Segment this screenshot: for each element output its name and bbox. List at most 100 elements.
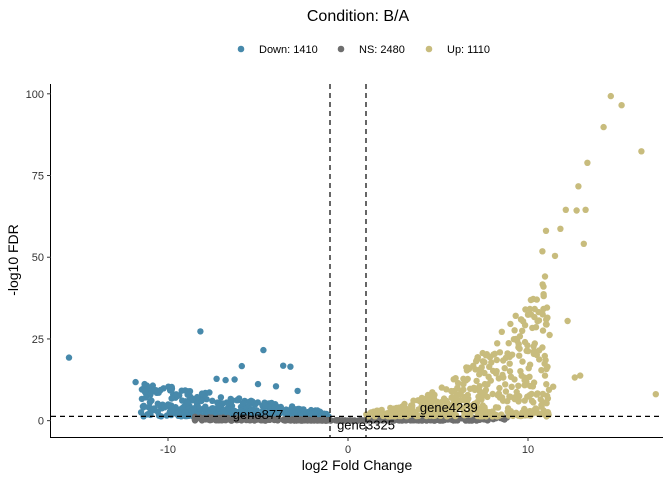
point-up (538, 367, 545, 374)
point-up (600, 123, 607, 131)
point-down (247, 397, 255, 404)
point-down (230, 408, 237, 415)
point-up (505, 340, 512, 347)
point-down (132, 378, 139, 386)
point-down (260, 346, 267, 354)
point-up (542, 227, 550, 234)
point-up (539, 311, 546, 318)
point-up (551, 252, 559, 260)
point-down (239, 400, 247, 407)
point-up (501, 365, 508, 372)
point-ns (275, 416, 282, 423)
point-up (519, 409, 526, 416)
point-ns (436, 417, 443, 424)
point-up (498, 328, 505, 335)
point-up (454, 379, 462, 387)
x-tick-label: 0 (345, 444, 351, 456)
point-up (473, 358, 480, 365)
point-up (479, 349, 486, 357)
point-down (185, 388, 192, 395)
point-up (492, 370, 500, 377)
point-up (538, 403, 545, 410)
point-up (537, 396, 544, 403)
point-down (209, 397, 216, 404)
point-up (577, 372, 584, 379)
point-ns (468, 417, 475, 424)
y-tick-label: 50 (32, 252, 44, 264)
point-up (519, 318, 527, 325)
point-up (402, 407, 409, 414)
point-up (449, 408, 456, 415)
point-up (638, 148, 645, 155)
point-ns (281, 417, 288, 424)
point-up (582, 206, 589, 213)
x-axis-title: log2 Fold Change (302, 457, 413, 473)
y-tick-label: 25 (32, 334, 44, 346)
point-up (423, 412, 430, 420)
legend: Down: 1410 NS: 2480 Up: 1110 (237, 44, 490, 56)
point-down (194, 393, 201, 401)
point-down (296, 405, 303, 413)
point-down (198, 397, 205, 405)
point-down (198, 390, 206, 397)
point-up (515, 396, 522, 404)
point-down (152, 387, 160, 394)
point-up (448, 403, 455, 410)
point-up (519, 358, 526, 365)
point-up (494, 413, 501, 420)
point-up (481, 369, 488, 377)
point-up (504, 350, 511, 357)
point-down (65, 354, 73, 361)
point-up (457, 391, 464, 398)
point-up (543, 392, 551, 399)
point-up (494, 404, 502, 411)
y-axis-title: -log10 FDR (5, 224, 21, 296)
point-up (511, 376, 518, 383)
point-up (390, 407, 398, 414)
point-down (173, 391, 180, 398)
point-up (526, 305, 534, 313)
point-up (371, 411, 378, 418)
point-down (213, 375, 220, 382)
point-up (531, 305, 538, 313)
point-up (460, 375, 467, 382)
point-up (519, 327, 526, 334)
x-axis-ticks: -10 0 10 (160, 437, 534, 456)
point-up (524, 347, 532, 355)
point-up (410, 397, 417, 404)
point-up (454, 384, 461, 391)
point-up (544, 314, 551, 321)
point-down (283, 410, 290, 417)
point-up (376, 408, 384, 416)
gene-label: gene3325 (337, 418, 395, 433)
point-up (481, 359, 488, 366)
point-down (140, 404, 147, 411)
y-tick-label: 100 (26, 89, 44, 101)
point-up (494, 340, 501, 347)
point-up (482, 386, 490, 394)
point-down (277, 409, 284, 417)
point-up (491, 350, 498, 357)
point-down (202, 403, 209, 410)
point-down (168, 386, 175, 394)
point-down (280, 362, 287, 369)
point-up (459, 404, 466, 412)
point-up (521, 338, 529, 346)
point-up (530, 295, 537, 303)
point-up (512, 410, 519, 417)
point-up (580, 240, 587, 247)
point-up (510, 336, 518, 343)
point-up (515, 341, 522, 348)
point-up (545, 411, 552, 419)
point-up (430, 397, 437, 404)
gene-label: gene877 (233, 407, 284, 422)
point-down (238, 407, 245, 415)
point-up (513, 388, 520, 396)
point-down (294, 387, 301, 395)
point-up (562, 206, 569, 213)
point-down (149, 405, 156, 412)
point-up (500, 357, 507, 364)
point-up (575, 183, 582, 190)
point-up (452, 375, 459, 382)
